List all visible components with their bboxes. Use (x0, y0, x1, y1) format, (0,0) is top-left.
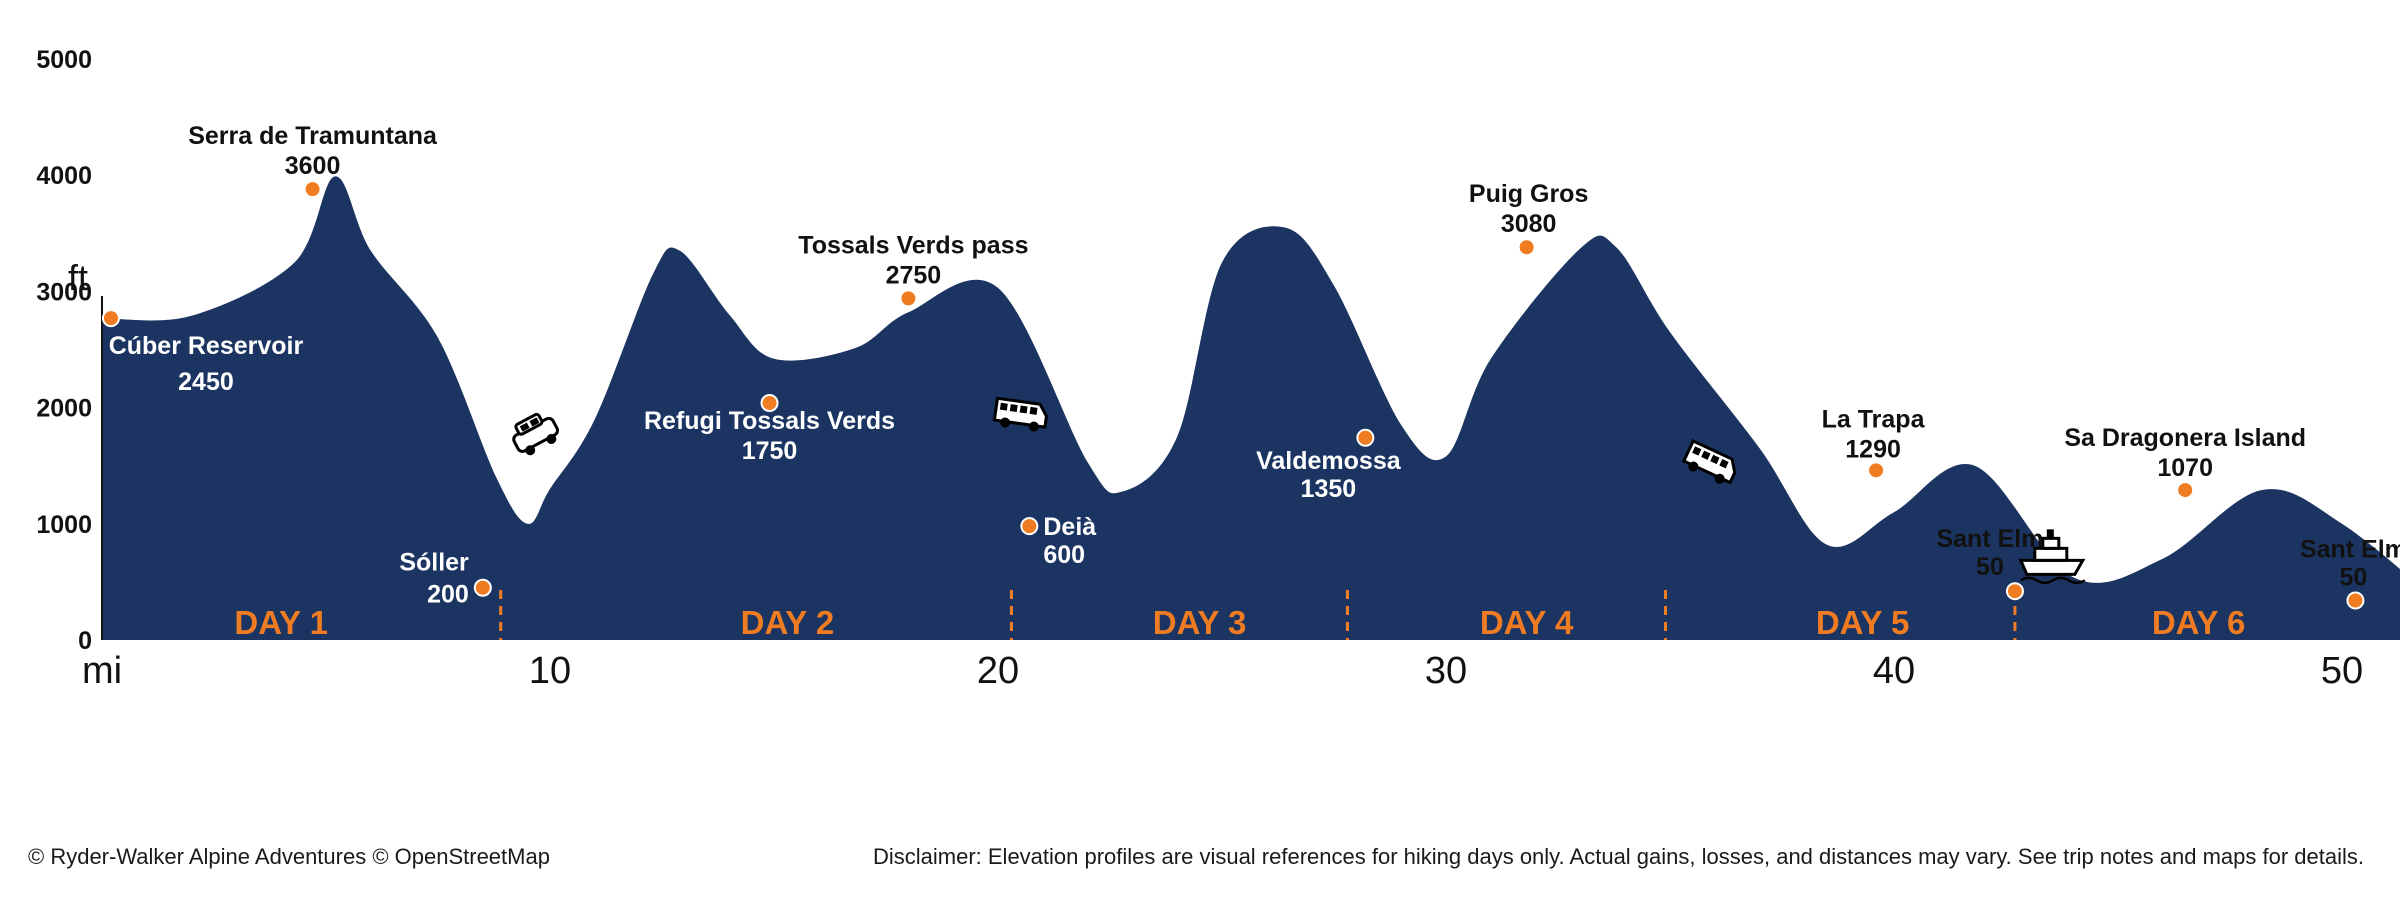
elevation-area (102, 176, 2400, 640)
disclaimer-text: Disclaimer: Elevation profiles are visua… (872, 844, 2364, 869)
x-axis-unit-label: mi (82, 650, 122, 692)
waypoint-elevation: 3080 (1501, 210, 1557, 238)
y-tick-label: 0 (78, 627, 92, 655)
waypoint-elevation: 1750 (742, 437, 798, 465)
x-tick-label: 30 (1425, 650, 1467, 692)
waypoint-name: Deià (1043, 513, 1096, 541)
day-label: DAY 2 (741, 604, 835, 641)
waypoint-elevation: 50 (2340, 563, 2368, 591)
day-label: DAY 5 (1816, 604, 1910, 641)
waypoint-marker (2176, 481, 2195, 500)
waypoint-marker (1356, 428, 1375, 447)
van-icon (1681, 439, 1737, 485)
waypoint-name: Puig Gros (1469, 180, 1588, 208)
y-axis-unit-label: ft (68, 257, 88, 298)
waypoint-name: Valdemossa (1256, 447, 1402, 475)
waypoint-marker (1020, 517, 1039, 536)
waypoint-marker (101, 309, 120, 328)
waypoint-name: La Trapa (1822, 405, 1926, 433)
day-label: DAY 1 (234, 604, 328, 641)
day-label: DAY 6 (2152, 604, 2246, 641)
waypoint-marker (303, 180, 322, 199)
x-tick-label: 40 (1873, 650, 1915, 692)
waypoint-marker (473, 578, 492, 597)
waypoint-elevation: 1290 (1845, 435, 1901, 463)
y-tick-label: 5000 (36, 46, 92, 74)
waypoint-name: Cúber Reservoir (109, 332, 304, 360)
waypoint-name: Refugi Tossals Verds (644, 407, 895, 435)
waypoint-elevation: 2750 (886, 261, 942, 289)
waypoint-elevation: 3600 (285, 152, 341, 180)
day-label: DAY 4 (1480, 604, 1574, 641)
ferry-icon (2018, 529, 2086, 585)
waypoint-marker (760, 393, 779, 412)
y-tick-label: 4000 (36, 162, 92, 190)
waypoint-elevation: 50 (1976, 553, 2004, 581)
waypoint-name: Sant Elm (2300, 535, 2400, 563)
waypoint-marker (899, 289, 918, 308)
waypoint-marker (1517, 238, 1536, 257)
waypoint-elevation: 600 (1043, 541, 1085, 569)
waypoint-name: Sóller (399, 549, 469, 577)
waypoint-name: Serra de Tramuntana (188, 122, 438, 150)
x-tick-label: 20 (977, 650, 1019, 692)
car-icon (512, 412, 560, 456)
copyright-credit: © Ryder-Walker Alpine Adventures © OpenS… (28, 844, 550, 869)
y-tick-label: 2000 (36, 395, 92, 423)
waypoint-marker (2346, 591, 2365, 610)
y-tick-label: 1000 (36, 511, 92, 539)
waypoint-elevation: 1350 (1301, 475, 1357, 503)
waypoint-name: Sant Elm (1936, 525, 2043, 553)
waypoint-elevation: 200 (427, 581, 469, 609)
van-icon (992, 396, 1048, 432)
x-tick-label: 10 (529, 650, 571, 692)
x-tick-label: 50 (2321, 650, 2363, 692)
waypoint-name: Tossals Verds pass (798, 231, 1028, 259)
waypoint-elevation: 1070 (2157, 454, 2213, 482)
day-label: DAY 3 (1153, 604, 1247, 641)
waypoint-marker (1867, 461, 1886, 480)
y-tick-label: 3000 (36, 278, 92, 306)
waypoint-marker (2005, 582, 2024, 601)
waypoint-elevation: 2450 (178, 368, 234, 396)
waypoint-name: Sa Dragonera Island (2064, 424, 2306, 452)
